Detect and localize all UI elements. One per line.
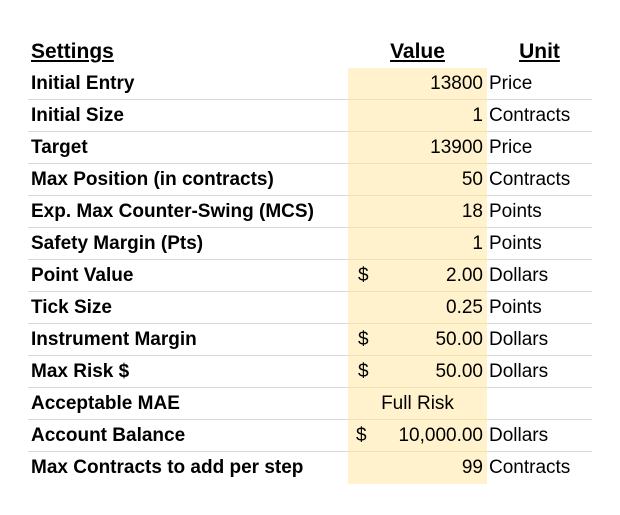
- unit-cell[interactable]: Contracts: [487, 164, 592, 196]
- value-cell[interactable]: 0.25: [348, 292, 487, 324]
- settings-table: Settings Value Unit Initial Entry 13800 …: [28, 36, 592, 484]
- unit-cell[interactable]: Dollars: [487, 260, 592, 292]
- setting-cell[interactable]: Account Balance: [28, 420, 348, 452]
- header-unit-label: Unit: [519, 40, 560, 63]
- value-text: 2.00: [446, 264, 483, 286]
- table-row: Exp. Max Counter-Swing (MCS) 18 Points: [28, 196, 592, 228]
- table-row: Initial Entry 13800 Price: [28, 68, 592, 100]
- value-cell[interactable]: Full Risk: [348, 388, 487, 420]
- value-cell[interactable]: $10,000.00: [348, 420, 487, 452]
- setting-cell[interactable]: Tick Size: [28, 292, 348, 324]
- header-unit-cell[interactable]: Unit: [487, 36, 592, 68]
- unit-cell[interactable]: [487, 388, 592, 420]
- value-text: 13800: [430, 72, 483, 94]
- unit-cell[interactable]: Points: [487, 292, 592, 324]
- value-cell[interactable]: 13800: [348, 68, 487, 100]
- value-cell[interactable]: $50.00: [348, 324, 487, 356]
- table-row: Target 13900 Price: [28, 132, 592, 164]
- value-cell[interactable]: 18: [348, 196, 487, 228]
- currency-symbol: $: [356, 424, 367, 446]
- setting-cell[interactable]: Initial Entry: [28, 68, 348, 100]
- unit-cell[interactable]: Contracts: [489, 457, 571, 478]
- setting-cell[interactable]: Safety Margin (Pts): [28, 228, 348, 260]
- setting-cell[interactable]: Target: [28, 132, 348, 164]
- header-settings-cell[interactable]: Settings: [28, 36, 348, 68]
- value-text: 1: [472, 104, 483, 126]
- table-row: Safety Margin (Pts) 1 Points: [28, 228, 592, 260]
- value-cell[interactable]: 13900: [348, 132, 487, 164]
- header-value-cell[interactable]: Value: [348, 36, 487, 68]
- setting-cell[interactable]: Point Value: [28, 260, 348, 292]
- unit-cell[interactable]: Price: [487, 68, 592, 100]
- header-value-label: Value: [390, 40, 445, 63]
- table-row: Tick Size 0.25 Points: [28, 292, 592, 324]
- value-text: 0.25: [446, 296, 483, 318]
- value-text: 50: [461, 168, 483, 190]
- table-row: Max Position (in contracts) 50 Contracts: [28, 164, 592, 196]
- header-row: Settings Value Unit: [28, 36, 592, 68]
- table-row: Instrument Margin $50.00 Dollars: [28, 324, 592, 356]
- table-row: Point Value $2.00 Dollars: [28, 260, 592, 292]
- unit-cell[interactable]: Contracts: [487, 100, 592, 132]
- table-row: Max Contracts to add per step 99 Contrac…: [28, 452, 592, 484]
- value-text: 1: [472, 232, 483, 254]
- setting-cell[interactable]: Acceptable MAE: [28, 388, 348, 420]
- table-row: Acceptable MAE Full Risk: [28, 388, 592, 420]
- value-cell[interactable]: 99: [348, 452, 487, 484]
- value-cell[interactable]: $50.00: [348, 356, 487, 388]
- unit-cell[interactable]: Dollars: [487, 356, 592, 388]
- value-cell[interactable]: 50: [348, 164, 487, 196]
- setting-cell[interactable]: Instrument Margin: [28, 324, 348, 356]
- value-cell[interactable]: 1: [348, 228, 487, 260]
- value-text: 99: [461, 457, 483, 478]
- value-cell[interactable]: 1: [348, 100, 487, 132]
- setting-cell[interactable]: Exp. Max Counter-Swing (MCS): [28, 196, 348, 228]
- value-text: Full Risk: [381, 392, 454, 414]
- setting-cell[interactable]: Max Contracts to add per step: [31, 457, 304, 478]
- table-row: Account Balance $10,000.00 Dollars: [28, 420, 592, 452]
- unit-cell[interactable]: Price: [487, 132, 592, 164]
- unit-cell[interactable]: Points: [487, 228, 592, 260]
- unit-cell[interactable]: Dollars: [487, 420, 592, 452]
- setting-cell[interactable]: Initial Size: [28, 100, 348, 132]
- table-row: Initial Size 1 Contracts: [28, 100, 592, 132]
- value-text: 10,000.00: [398, 424, 483, 446]
- currency-symbol: $: [358, 328, 369, 350]
- unit-cell[interactable]: Dollars: [487, 324, 592, 356]
- currency-symbol: $: [358, 360, 369, 382]
- value-text: 50.00: [435, 328, 483, 350]
- value-cell[interactable]: $2.00: [348, 260, 487, 292]
- unit-cell[interactable]: Points: [487, 196, 592, 228]
- setting-cell[interactable]: Max Position (in contracts): [28, 164, 348, 196]
- currency-symbol: $: [358, 264, 369, 286]
- setting-cell[interactable]: Max Risk $: [28, 356, 348, 388]
- header-settings-label: Settings: [31, 40, 114, 63]
- table-row: Max Risk $ $50.00 Dollars: [28, 356, 592, 388]
- value-text: 18: [461, 200, 483, 222]
- value-text: 13900: [430, 136, 483, 158]
- value-text: 50.00: [435, 360, 483, 382]
